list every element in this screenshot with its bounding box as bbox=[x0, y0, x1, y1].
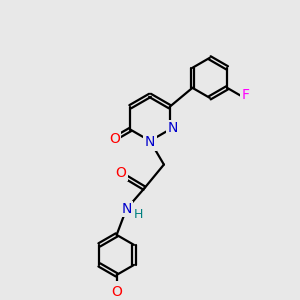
Text: O: O bbox=[109, 132, 120, 145]
Text: N: N bbox=[121, 202, 132, 216]
Text: F: F bbox=[241, 88, 249, 103]
Text: N: N bbox=[167, 121, 178, 135]
Text: O: O bbox=[116, 166, 126, 180]
Text: O: O bbox=[111, 285, 122, 299]
Text: N: N bbox=[145, 135, 155, 149]
Text: H: H bbox=[134, 208, 143, 220]
